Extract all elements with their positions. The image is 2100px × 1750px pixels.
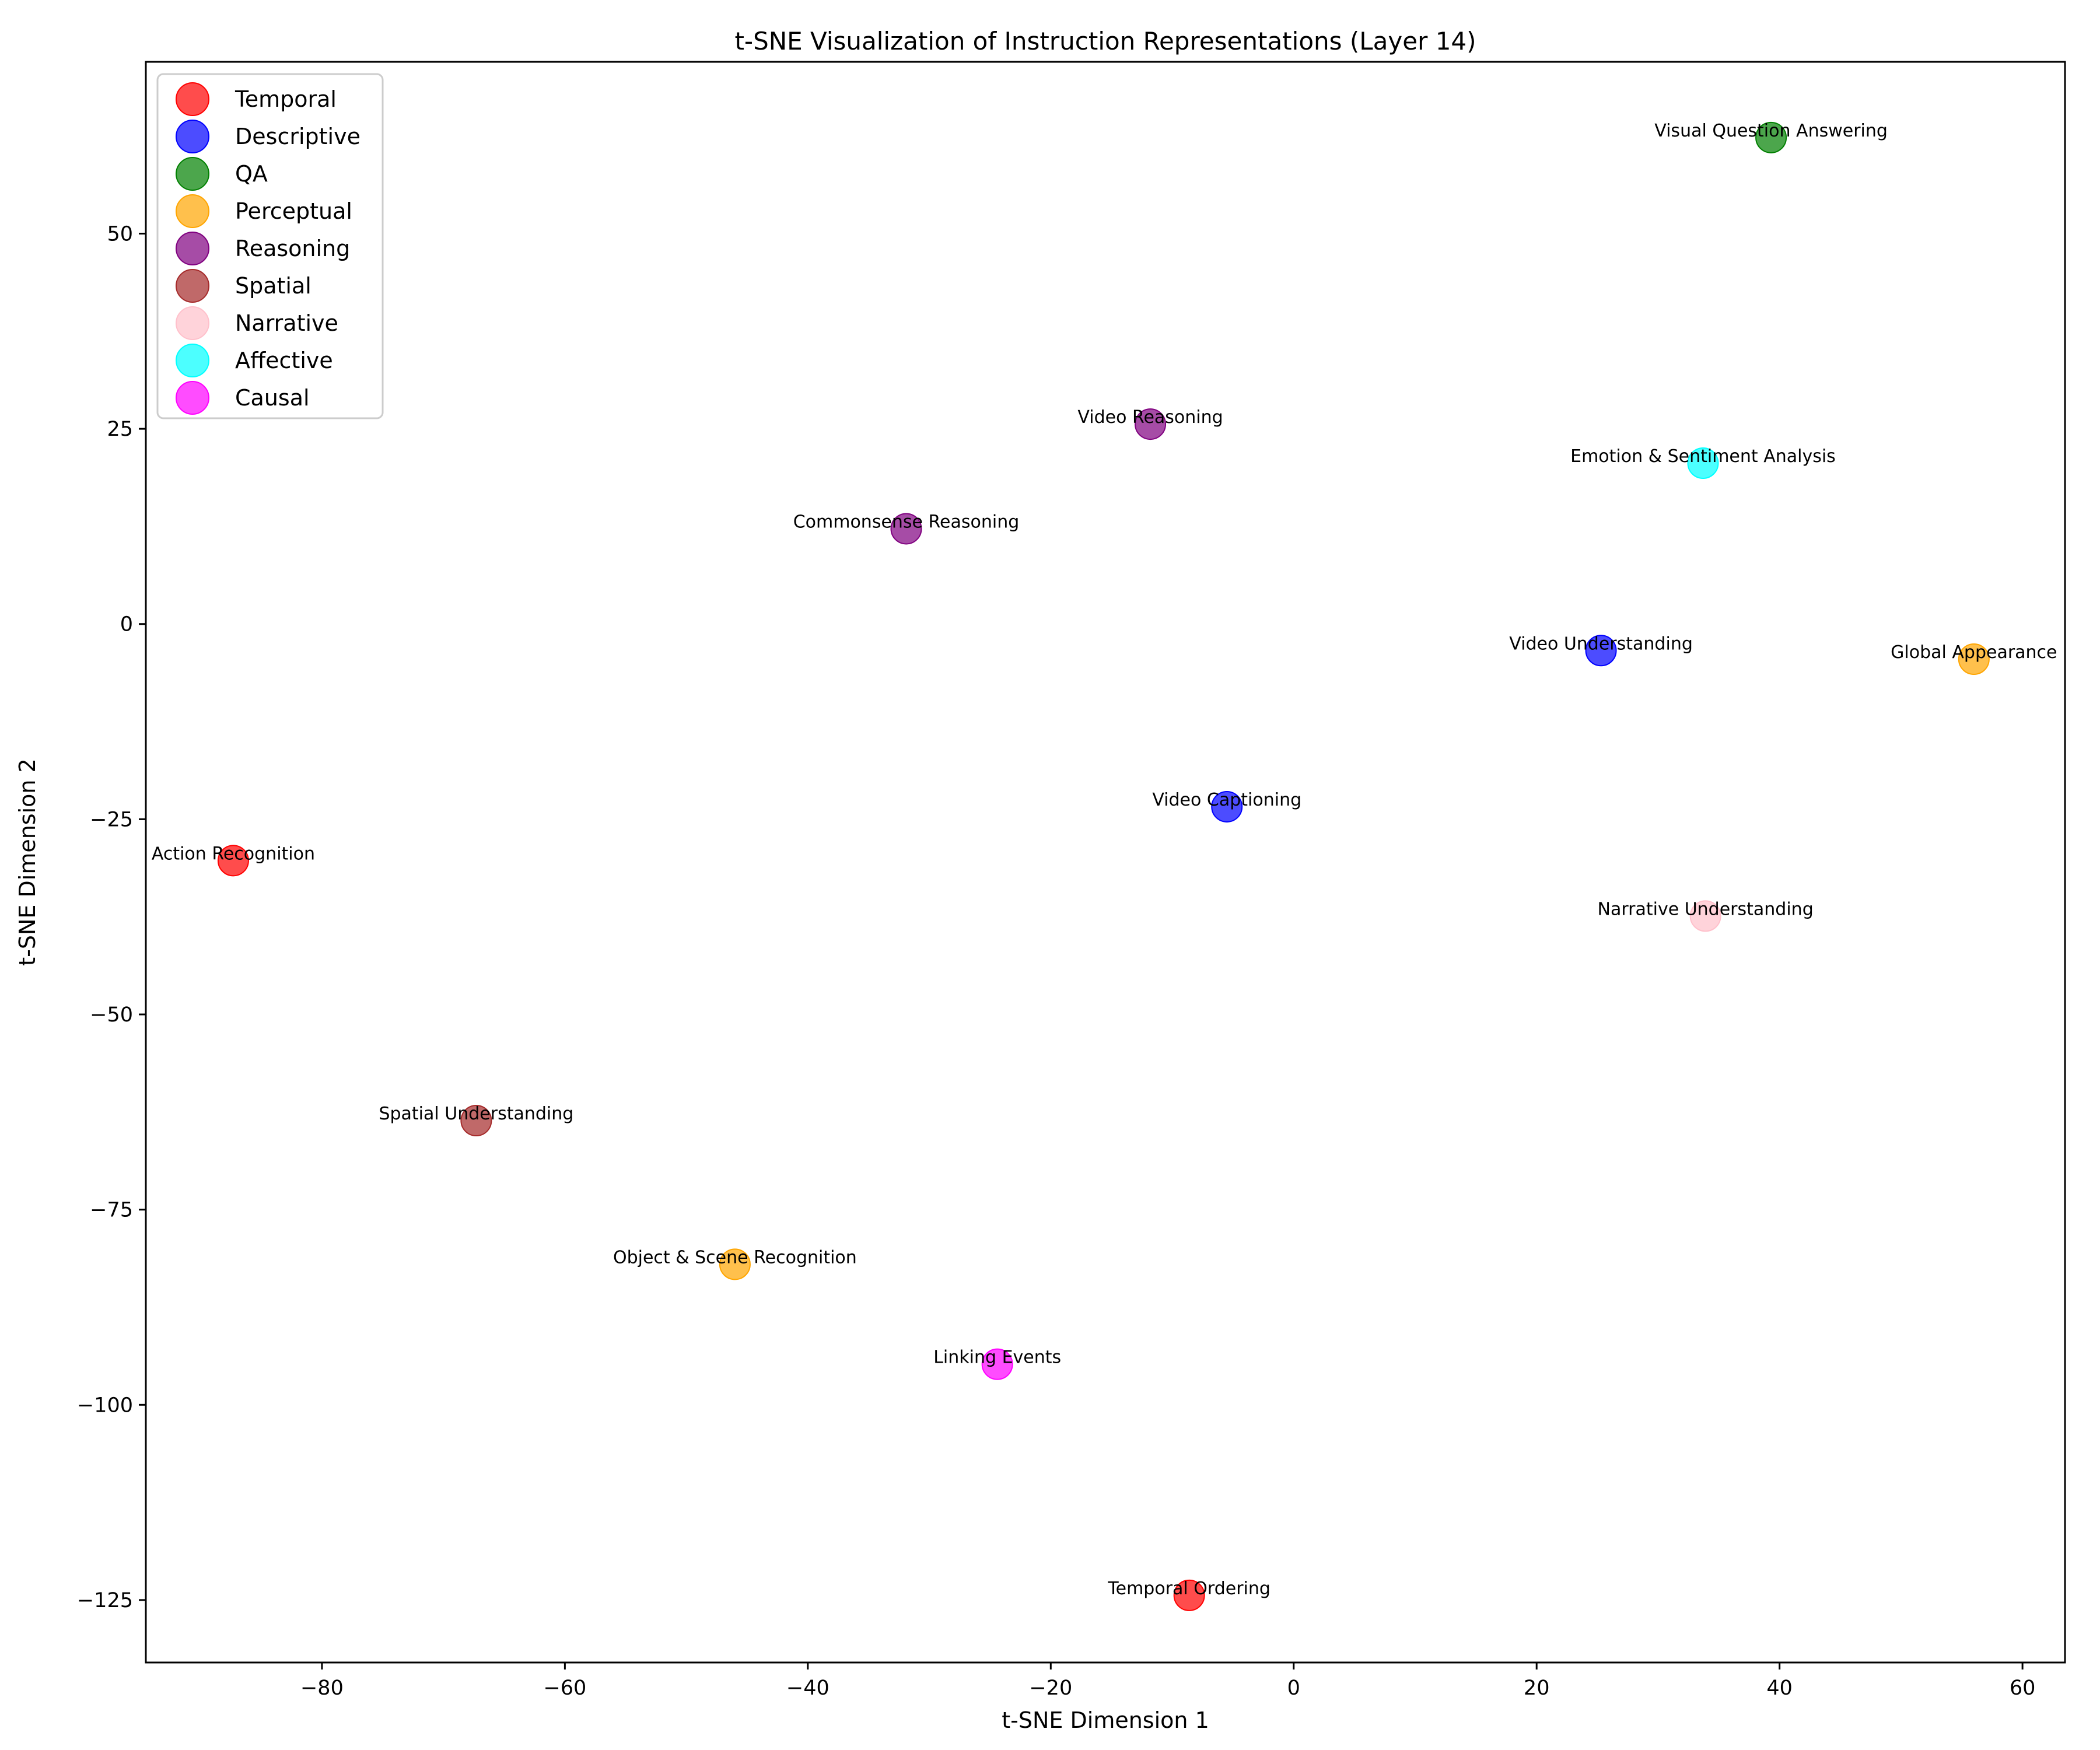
x-tick-label: −40	[786, 1676, 830, 1700]
y-tick-label: −25	[90, 808, 133, 831]
data-point-visual-question-answering	[1755, 121, 1787, 153]
point-label: Object & Scene Recognition	[613, 1247, 857, 1268]
data-point-narrative-understanding	[1689, 900, 1721, 932]
data-point-spatial-understanding	[460, 1105, 492, 1137]
legend-label-reasoning: Reasoning	[235, 236, 350, 261]
point-label: Commonsense Reasoning	[793, 512, 1020, 532]
point-label: Linking Events	[933, 1348, 1061, 1368]
x-tick-label: −20	[1029, 1676, 1072, 1700]
legend-marker-reasoning	[176, 232, 209, 265]
point-label: Global Appearance	[1891, 642, 2057, 663]
x-tick-label: −60	[543, 1676, 586, 1700]
point-label: Visual Question Answering	[1654, 121, 1888, 141]
data-point-linking-events	[981, 1348, 1013, 1380]
x-tick-label: 40	[1766, 1676, 1793, 1700]
point-label: Video Reasoning	[1077, 407, 1223, 428]
y-tick-label: 0	[120, 613, 133, 636]
data-point-emotion-sentiment-analysis	[1687, 447, 1719, 480]
point-label: Temporal Ordering	[1107, 1578, 1270, 1599]
legend-box	[156, 73, 384, 419]
data-point-video-reasoning	[1135, 408, 1167, 440]
legend-marker-descriptive	[176, 120, 209, 153]
legend-marker-causal	[176, 381, 209, 415]
data-point-video-captioning	[1211, 790, 1243, 822]
legend-label-temporal: Temporal	[235, 86, 337, 112]
x-axis-label: t-SNE Dimension 1	[1002, 1707, 1209, 1733]
point-label: Emotion & Sentiment Analysis	[1570, 446, 1836, 467]
axis-ticks: −80 −60 −40 −20 0 20 40 60 −125 −100 −75 −50 −25 0 25 5…	[77, 222, 2036, 1700]
x-tick-label: 0	[1287, 1676, 1300, 1700]
y-tick-label: −50	[90, 1003, 133, 1027]
plot-area: Action Recognition Temporal Ordering Video…	[152, 121, 2057, 1611]
legend-label-affective: Affective	[235, 348, 333, 373]
data-point-object-scene-recognition	[719, 1248, 751, 1280]
y-tick-label: −125	[77, 1589, 133, 1612]
legend-label-perceptual: Perceptual	[235, 198, 352, 224]
y-axis-label: t-SNE Dimension 2	[15, 758, 40, 966]
x-tick-label: −80	[300, 1676, 344, 1700]
legend-marker-perceptual	[176, 194, 209, 228]
point-label: Spatial Understanding	[379, 1104, 573, 1124]
data-point-global-appearance	[1958, 643, 1990, 675]
legend-marker-qa	[176, 157, 209, 191]
x-tick-label: 20	[1524, 1676, 1550, 1700]
y-tick-label: −100	[77, 1394, 133, 1417]
data-point-action-recognition	[217, 845, 249, 877]
x-tick-label: 60	[2010, 1676, 2036, 1700]
legend-marker-spatial	[176, 269, 209, 303]
point-label: Video Captioning	[1152, 790, 1301, 810]
plot-frame	[145, 61, 2066, 1664]
y-tick-label: −75	[90, 1199, 133, 1222]
point-label: Action Recognition	[152, 844, 315, 864]
y-tick-label: 50	[107, 222, 133, 246]
legend-marker-narrative	[176, 306, 209, 340]
point-label: Video Understanding	[1509, 634, 1693, 654]
legend: Temporal Descriptive QA Perceptual Reasoning…	[156, 73, 384, 419]
chart-title: t-SNE Visualization of Instruction Repre…	[734, 27, 1476, 55]
y-tick-label: 25	[107, 418, 133, 441]
legend-label-narrative: Narrative	[235, 310, 338, 336]
data-point-temporal-ordering	[1173, 1579, 1205, 1611]
legend-label-causal: Causal	[235, 385, 310, 411]
legend-label-spatial: Spatial	[235, 273, 312, 299]
legend-marker-affective	[176, 344, 209, 377]
legend-label-descriptive: Descriptive	[235, 124, 360, 149]
data-point-commonsense-reasoning	[890, 513, 922, 545]
legend-marker-temporal	[176, 82, 209, 116]
data-point-video-understanding	[1585, 635, 1617, 667]
point-label: Narrative Understanding	[1598, 899, 1814, 919]
legend-label-qa: QA	[235, 161, 268, 187]
